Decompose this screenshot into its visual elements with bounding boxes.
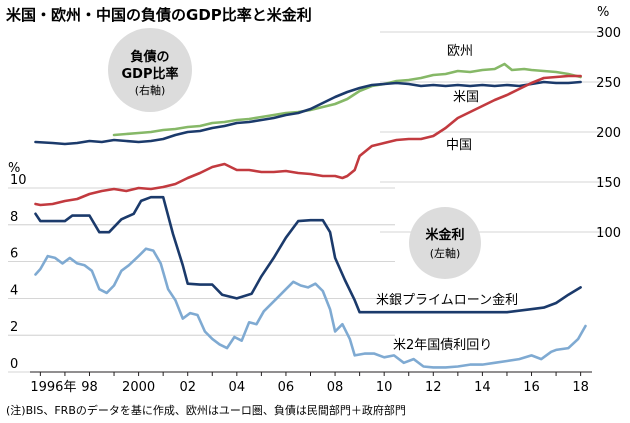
right-axis-tick-label: 300	[596, 26, 621, 41]
debt-series-line-2	[34, 74, 582, 207]
left-axis-tick-label: 4	[10, 283, 18, 298]
x-axis-tick-label: 98	[81, 380, 98, 395]
x-axis-tick-label: 12	[425, 380, 442, 395]
grid-layer	[8, 31, 605, 373]
debt-series-line-0	[112, 62, 582, 137]
rate-series-line-1	[34, 247, 587, 369]
rate-badge-circle	[409, 207, 481, 279]
chart-title: 米国・欧州・中国の負債のGDP比率と米金利	[6, 6, 312, 24]
x-axis-tick-label: 16	[523, 380, 540, 395]
x-axis-tick-label: 2000	[122, 380, 155, 395]
x-axis-tick-label: 18	[572, 380, 589, 395]
series-label-prime-rate: 米銀プライムローン金利	[376, 292, 518, 308]
left-axis-tick-label: 6	[10, 247, 18, 262]
rate-badge: 米金利 (左軸)	[409, 207, 481, 279]
rate-series-line-0	[34, 195, 582, 314]
right-axis-tick-label: 250	[596, 76, 621, 91]
x-axis-tick-label: 08	[327, 380, 344, 395]
debt-badge: 負債の GDP比率 (右軸)	[108, 28, 192, 112]
debt-badge-sub: (右軸)	[135, 83, 166, 97]
rate-badge-sub: (左軸)	[430, 246, 461, 260]
series-label-2y-yield: 米2年国債利回り	[393, 338, 492, 353]
x-axis-tick-label: 1996年	[30, 380, 76, 395]
rate-badge-title: 米金利	[425, 227, 464, 243]
left-axis-unit: %	[8, 161, 20, 176]
debt-badge-line1: 負債の	[130, 49, 169, 65]
debt-badge-circle	[108, 28, 192, 112]
series-label-china: 中国	[446, 138, 472, 153]
left-axis-tick-label: 0	[10, 357, 18, 372]
right-axis-tick-label: 200	[596, 126, 621, 141]
right-axis-unit: %	[597, 5, 609, 20]
x-axis-tick-label: 06	[278, 380, 295, 395]
x-axis-tick-label: 04	[229, 380, 246, 395]
series-label-europe: 欧州	[447, 44, 473, 59]
debt-series-line-1	[34, 80, 582, 146]
left-axis-tick-label: 8	[10, 210, 18, 225]
left-axis-tick-label: 2	[10, 320, 18, 335]
x-axis-tick-label: 10	[376, 380, 393, 395]
x-axis-tick-label: 14	[474, 380, 491, 395]
right-axis-tick-label: 100	[596, 226, 621, 241]
series-layer	[34, 62, 587, 369]
right-axis-tick-label: 150	[596, 176, 621, 191]
debt-badge-line2: GDP比率	[122, 66, 179, 82]
x-axis-tick-label: 02	[179, 380, 196, 395]
chart-note: (注)BIS、FRBのデータを基に作成、欧州はユーロ圏、負債は民間部門＋政府部門	[6, 403, 406, 417]
left-axis-tick-label: 10	[10, 173, 27, 188]
series-label-us: 米国	[453, 90, 479, 105]
